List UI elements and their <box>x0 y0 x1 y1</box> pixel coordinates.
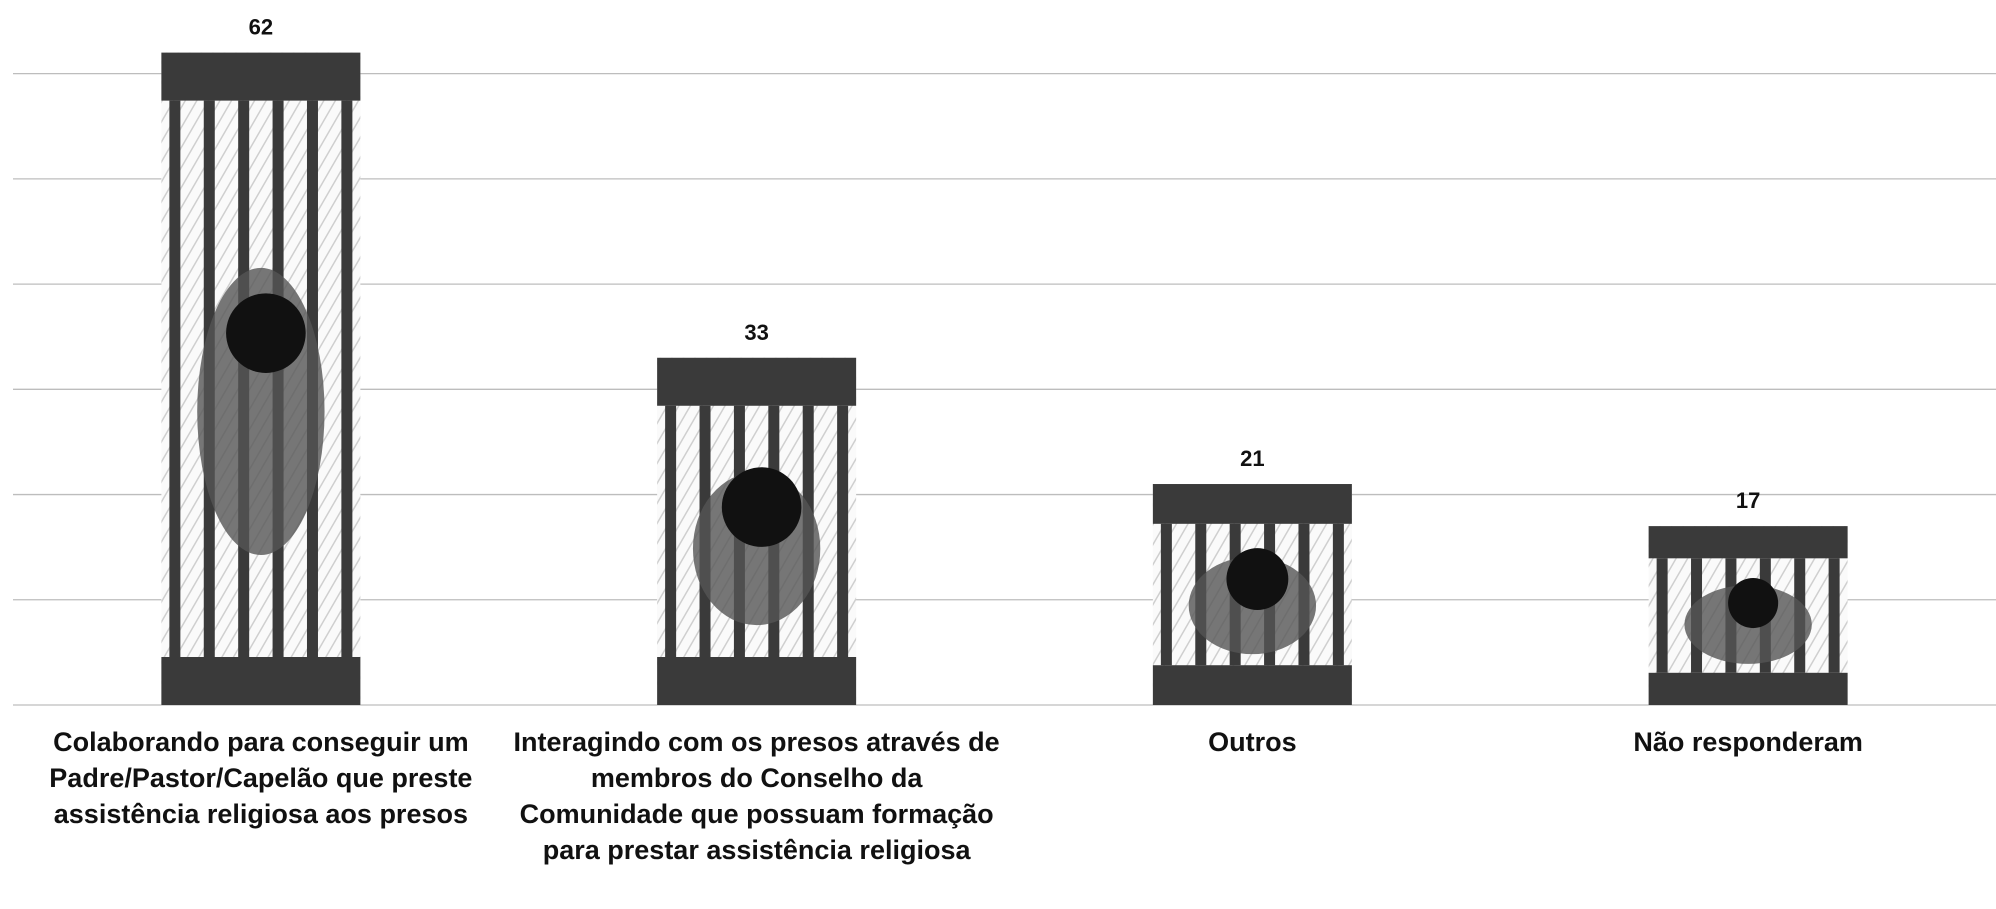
bar-cap <box>161 53 360 101</box>
bar-group <box>161 53 360 705</box>
bar-group <box>657 358 856 705</box>
bar-base <box>1649 673 1848 705</box>
bar-cap <box>1153 484 1352 524</box>
x-tick-label: Colaborando para conseguir um Padre/Past… <box>11 724 511 832</box>
bar-figure-globe <box>226 293 306 373</box>
bar-figure-globe <box>1728 578 1778 628</box>
bar-rod <box>169 101 180 657</box>
bar-rod <box>1333 524 1344 665</box>
bar-group <box>1649 526 1848 705</box>
value-label: 62 <box>249 15 273 40</box>
bar-cap <box>657 358 856 406</box>
x-tick-label: Não responderam <box>1498 724 1996 760</box>
bar-rod <box>1829 558 1840 672</box>
chart: 62 33 21 17 Colaborando para conseguir um P… <box>0 0 1996 909</box>
x-tick-label: Interagindo com os presos através de mem… <box>507 724 1007 868</box>
bar-group <box>1153 484 1352 705</box>
value-label: 17 <box>1736 488 1760 513</box>
bar-rod <box>1161 524 1172 665</box>
bar-base <box>161 657 360 705</box>
bar-base <box>657 657 856 705</box>
bar-figure-globe <box>1226 548 1288 610</box>
bar-rod <box>837 406 848 657</box>
bar-rod <box>341 101 352 657</box>
value-label: 21 <box>1240 446 1264 471</box>
bar-base <box>1153 665 1352 705</box>
x-tick-label: Outros <box>1002 724 1502 760</box>
value-label: 33 <box>744 320 768 345</box>
bar-figure-globe <box>722 467 802 547</box>
bar-rod <box>1657 558 1668 672</box>
bar-cap <box>1649 526 1848 558</box>
bar-rod <box>665 406 676 657</box>
